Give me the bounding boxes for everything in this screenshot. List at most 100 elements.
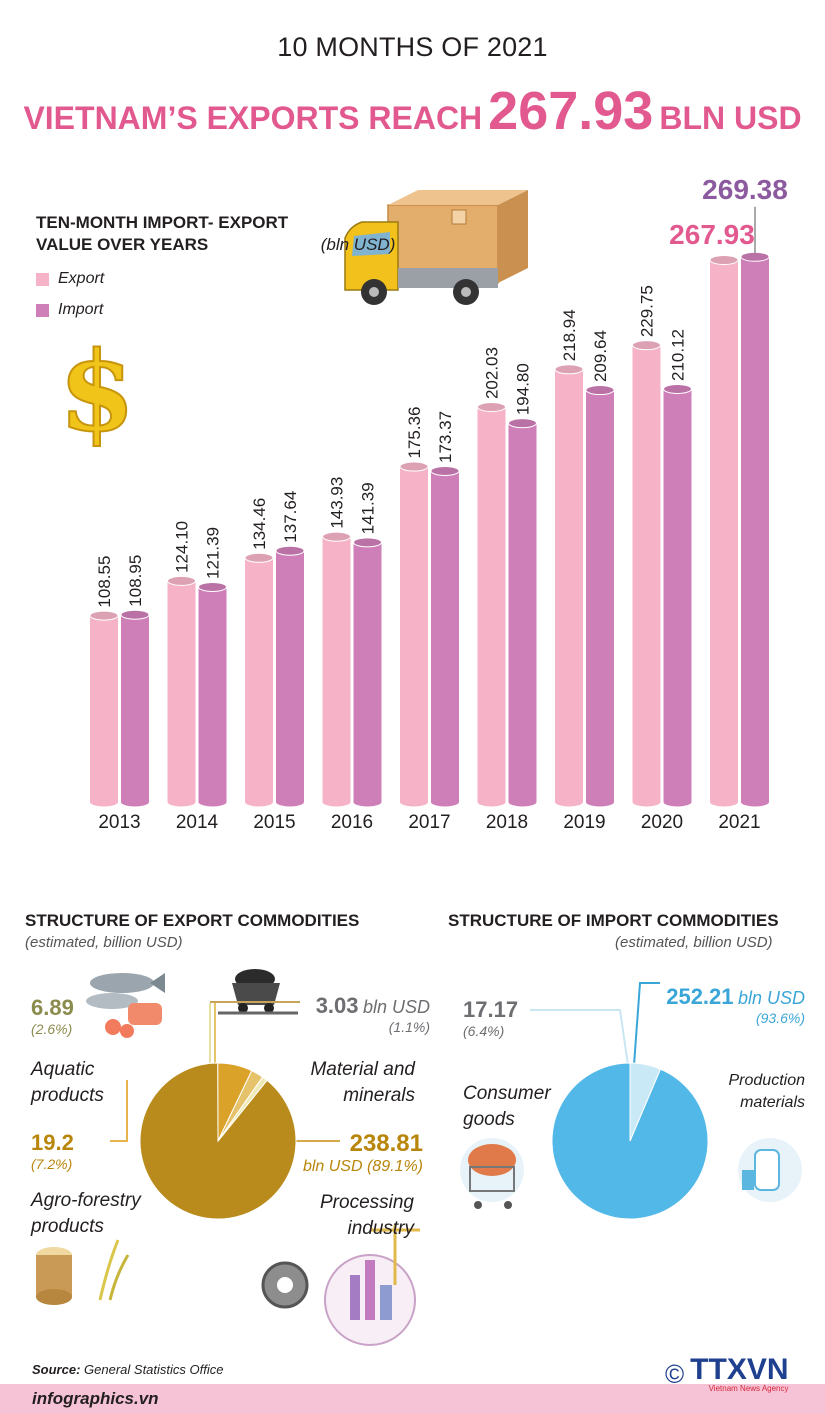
- production-label: 252.21 bln USD (93.6%): [640, 984, 805, 1026]
- chart-title: TEN-MONTH IMPORT- EXPORT VALUE OVER YEAR…: [36, 212, 395, 256]
- production-pct: (93.6%): [755, 1010, 805, 1026]
- aquatic-name: Aquatic products: [31, 1057, 104, 1109]
- agro-label: 19.2 (7.2%): [31, 1130, 74, 1172]
- agency-logo: © TTXVN Vietnam News Agency: [665, 1353, 789, 1394]
- bar-export-2015: [245, 557, 273, 802]
- bar-base-export-2020: [632, 797, 661, 807]
- data-label-import-2016: 141.39: [359, 482, 378, 534]
- production-unit: bln USD: [737, 988, 805, 1008]
- import-structure-title: STRUCTURE OF IMPORT COMMODITIES: [448, 911, 779, 930]
- wood-rice-icon: [36, 1239, 130, 1305]
- bar-base-import-2016: [353, 797, 382, 807]
- title-after: BLN USD: [659, 100, 802, 136]
- bar-cap-export-2013: [89, 610, 119, 621]
- agro-pct: (7.2%): [31, 1156, 73, 1172]
- data-label-import-2013: 108.95: [126, 555, 145, 607]
- legend-swatch-import: [36, 303, 49, 317]
- bar-import-2020: [663, 388, 692, 802]
- export-structure-note: (estimated, billion USD): [25, 934, 183, 951]
- bar-base-import-2014: [198, 797, 227, 807]
- bar-export-2018: [477, 407, 506, 802]
- agency-name: TTXVN: [690, 1353, 789, 1386]
- bar-base-import-2017: [431, 797, 459, 807]
- bar-base-export-2018: [477, 797, 506, 807]
- agro-name: Agro-forestry products: [31, 1188, 141, 1240]
- aquatic-label: 6.89 (2.6%): [31, 995, 74, 1037]
- consumer-name: Consumer goods: [463, 1081, 551, 1133]
- textile-icon: [738, 1138, 802, 1202]
- bar-base-import-2013: [121, 797, 149, 807]
- processing-label: 238.81 bln USD (89.1%): [280, 1130, 423, 1176]
- x-tick-label-2013: 2013: [98, 812, 140, 833]
- pie-slice-consumer-goods: [629, 1062, 662, 1142]
- bar-base-import-2020: [663, 797, 692, 807]
- bar-cap-import-2020: [663, 383, 692, 394]
- import-pie: [551, 1062, 709, 1220]
- dollar-icon: $: [58, 326, 137, 457]
- bar-base-import-2021: [741, 797, 769, 807]
- shopping-cart-icon: [460, 1138, 524, 1209]
- bar-cap-export-2020: [632, 340, 661, 351]
- bar-base-export-2019: [555, 797, 583, 807]
- consumer-label: 17.17 (6.4%): [463, 997, 518, 1039]
- mineral-name-1: Material and: [310, 1059, 415, 1080]
- legend-label-export: Export: [58, 270, 105, 287]
- mineral-value: 3.03: [315, 993, 359, 1018]
- data-label-import-2017: 173.37: [436, 411, 455, 463]
- x-tick-label-2019: 2019: [563, 812, 605, 833]
- bar-cap-import-2019: [585, 385, 615, 396]
- bar-chart: 108.55 108.95 2013 124.10 121.39 2014 134.46 13…: [58, 174, 788, 833]
- aquatic-name-1: Aquatic: [31, 1059, 95, 1080]
- chart-unit: (bln USD): [320, 235, 396, 254]
- bar-cap-export-2015: [244, 552, 274, 563]
- mineral-label: 3.03 bln USD (1.1%): [290, 993, 430, 1035]
- bar-base-import-2019: [586, 797, 614, 807]
- factory-gear-icon: [261, 1225, 420, 1346]
- data-label-export-2020: 229.75: [638, 285, 657, 337]
- bar-base-import-2018: [508, 797, 537, 807]
- mineral-unit: bln USD: [362, 997, 430, 1017]
- legend-export: Export: [36, 270, 104, 288]
- export-pie: [139, 1062, 297, 1220]
- bar-import-2013: [121, 614, 149, 802]
- page-subtitle: 10 MONTHS OF 2021: [277, 32, 548, 62]
- consumer-name-2: goods: [463, 1109, 515, 1130]
- bar-cap-import-2016: [353, 537, 382, 548]
- x-tick-label-2014: 2014: [176, 812, 219, 833]
- processing-name-2: industry: [347, 1218, 414, 1239]
- x-tick-label-2020: 2020: [641, 812, 683, 833]
- agro-name-2: products: [31, 1216, 104, 1237]
- mineral-pct: (1.1%): [388, 1019, 430, 1035]
- site-link[interactable]: infographics.vn: [32, 1389, 159, 1408]
- agro-value: 19.2: [31, 1130, 74, 1155]
- bar-base-export-2014: [167, 797, 196, 807]
- source-note: Source: General Statistics Office: [32, 1362, 223, 1377]
- page-title: VIETNAM’S EXPORTS REACH 267.93 BLN USD: [0, 80, 825, 142]
- processing-name-1: Processing: [320, 1192, 414, 1213]
- bar-import-2015: [276, 550, 304, 802]
- bar-base-export-2015: [245, 797, 273, 807]
- processing-unit-pct: bln USD (89.1%): [302, 1158, 423, 1175]
- import-structure-note: (estimated, billion USD): [615, 934, 773, 951]
- aquatic-value: 6.89: [31, 995, 74, 1020]
- pie-slice-material-and-minerals: [217, 1076, 268, 1142]
- truck-icon: [344, 190, 528, 305]
- data-label-export-2019: 218.94: [560, 309, 579, 361]
- data-label-export-2015: 134.46: [250, 498, 269, 550]
- bar-import-2014: [198, 586, 227, 802]
- bar-cap-import-2013: [120, 609, 150, 620]
- mineral-name: Material and minerals: [290, 1057, 415, 1109]
- processing-value: 238.81: [349, 1130, 423, 1157]
- legend-label-import: Import: [58, 301, 104, 318]
- fish-icon: [86, 973, 165, 1038]
- consumer-pct: (6.4%): [463, 1023, 505, 1039]
- bar-cap-export-2021: [709, 255, 739, 265]
- bar-cap-import-2018: [508, 418, 537, 429]
- bar-cap-import-2014: [198, 581, 227, 592]
- bar-base-export-2021: [710, 797, 738, 807]
- bar-export-2017: [400, 466, 428, 802]
- bar-cap-export-2019: [554, 364, 584, 375]
- x-tick-label-2021: 2021: [718, 812, 760, 833]
- mineral-name-2: minerals: [343, 1085, 415, 1106]
- agro-name-1: Agro-forestry: [31, 1190, 141, 1211]
